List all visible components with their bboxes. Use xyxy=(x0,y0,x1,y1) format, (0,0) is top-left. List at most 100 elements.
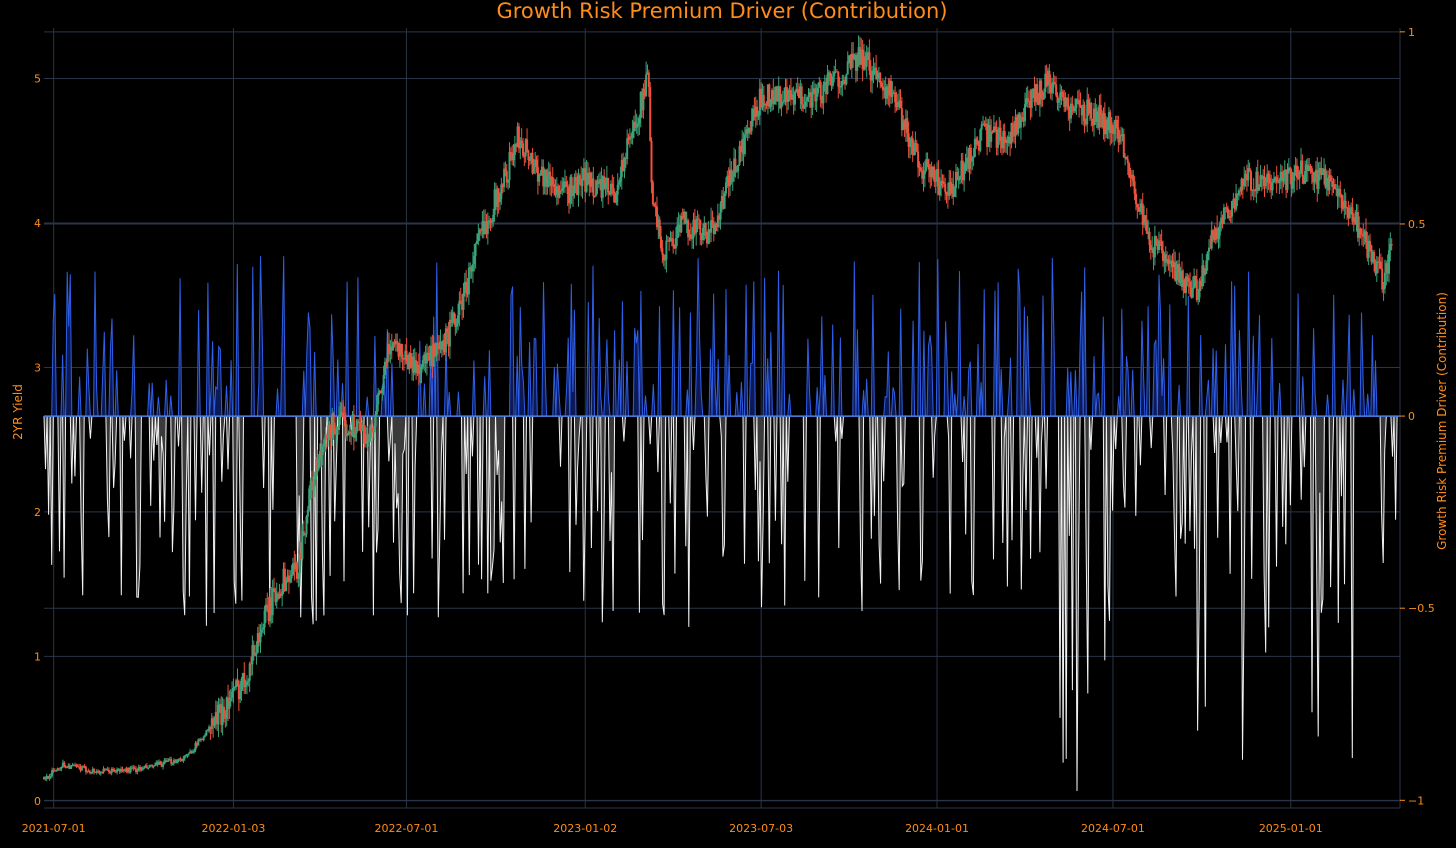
candle-body xyxy=(783,100,786,102)
candle-body xyxy=(210,718,213,729)
candle-body xyxy=(361,424,363,431)
candle-body xyxy=(1301,160,1304,177)
candle-body xyxy=(651,182,654,204)
candle-body xyxy=(775,86,777,97)
candle-body xyxy=(500,184,503,200)
candle-body xyxy=(1323,168,1325,173)
candle-body xyxy=(48,776,51,779)
candle-body xyxy=(208,726,211,731)
candle-body xyxy=(45,776,48,779)
candle-body xyxy=(703,222,706,228)
candle-body xyxy=(946,194,949,196)
candle-body xyxy=(513,144,516,155)
candle-body xyxy=(459,300,462,303)
candle-body xyxy=(794,91,796,105)
candle-body xyxy=(860,49,863,65)
candle-body xyxy=(592,178,595,197)
candle-body xyxy=(172,760,175,764)
candle-body xyxy=(499,199,501,202)
candle-body xyxy=(132,767,135,769)
candle-body xyxy=(666,240,669,242)
candle-body xyxy=(589,172,592,187)
candle-body xyxy=(243,673,246,688)
candle-body xyxy=(787,91,790,102)
candle-body xyxy=(67,765,70,768)
candle-body xyxy=(1216,228,1219,239)
candle-body xyxy=(562,182,565,189)
candle-body xyxy=(779,86,782,109)
candle-body xyxy=(434,344,436,356)
candle-body xyxy=(407,361,409,370)
candle-body xyxy=(982,123,985,125)
candle-body xyxy=(761,95,764,108)
candle-body xyxy=(507,180,510,183)
candle-body xyxy=(141,767,144,770)
candle-body xyxy=(465,281,468,290)
candle-body xyxy=(919,167,922,171)
candle-body xyxy=(930,166,933,178)
candle-body xyxy=(1358,228,1361,238)
candle-body xyxy=(302,531,305,535)
candle-body xyxy=(815,93,818,102)
candle-body xyxy=(933,167,936,182)
candle-body xyxy=(1270,183,1273,191)
candle-body xyxy=(204,735,206,737)
candle-body xyxy=(642,88,645,111)
candle-body xyxy=(1355,212,1358,225)
candle-body xyxy=(164,760,167,762)
candle-body xyxy=(1051,87,1054,94)
candle-body xyxy=(1379,261,1382,269)
candle-body xyxy=(915,143,918,152)
candle-body xyxy=(1378,261,1381,263)
candle-body xyxy=(158,761,160,765)
candle-body xyxy=(63,762,66,767)
candle-body xyxy=(704,222,707,236)
candle-body xyxy=(737,165,740,172)
candle-body xyxy=(1116,120,1118,128)
candle-body xyxy=(1324,168,1327,188)
candle-body xyxy=(133,768,136,770)
candle-body xyxy=(1049,83,1052,94)
candle-body xyxy=(1076,99,1079,101)
candle-body xyxy=(1202,265,1205,276)
candle-body xyxy=(467,267,470,295)
candle-body xyxy=(408,353,411,370)
candle-body xyxy=(972,157,975,158)
candle-body xyxy=(683,211,685,219)
candle-body xyxy=(301,531,304,559)
candle-body xyxy=(539,174,542,176)
candle-body xyxy=(397,343,400,357)
candle-body xyxy=(1374,263,1377,274)
candle-body xyxy=(718,215,721,220)
candle-body xyxy=(549,171,552,187)
candle-body xyxy=(1350,207,1353,209)
candle-body xyxy=(628,136,631,140)
candle-body xyxy=(1005,139,1008,143)
candle-body xyxy=(1316,169,1319,189)
candle-body xyxy=(405,350,408,362)
candle-body xyxy=(1117,127,1120,143)
candle-body xyxy=(734,158,737,172)
candle-body xyxy=(175,762,178,763)
candle-body xyxy=(1024,104,1026,122)
candle-body xyxy=(607,177,610,193)
candle-body xyxy=(1099,104,1102,115)
candle-body xyxy=(1107,112,1110,131)
candle-body xyxy=(1194,276,1197,280)
candle-body xyxy=(852,53,855,60)
candle-body xyxy=(1041,98,1044,100)
candle-body xyxy=(1282,176,1285,182)
candle-body xyxy=(440,341,443,350)
candle-body xyxy=(1199,280,1202,287)
candle-body xyxy=(645,74,648,97)
candle-body xyxy=(186,754,189,756)
candle-body xyxy=(239,690,242,700)
candle-body xyxy=(631,131,634,138)
candle-body xyxy=(190,751,193,753)
candle-body xyxy=(818,82,821,88)
candle-body xyxy=(1029,101,1032,108)
candle-body xyxy=(325,434,328,438)
candle-body xyxy=(212,718,215,726)
candle-body xyxy=(593,196,596,198)
candle-body xyxy=(792,94,795,105)
